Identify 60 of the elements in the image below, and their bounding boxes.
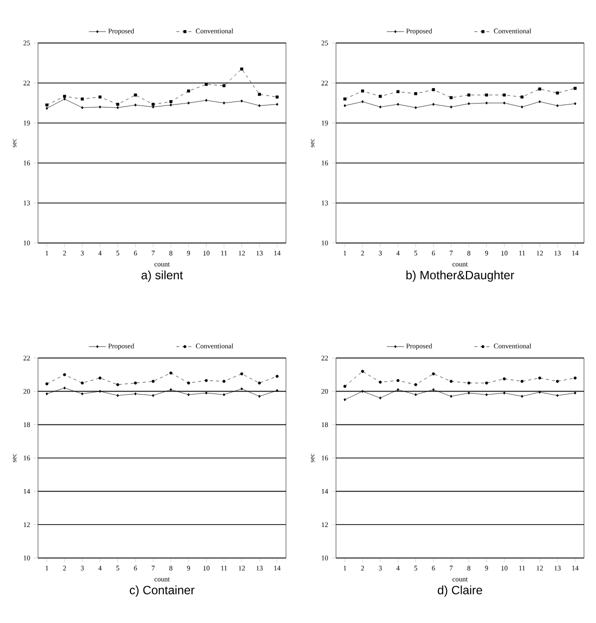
point — [414, 383, 418, 386]
point — [485, 94, 488, 96]
point — [116, 383, 120, 386]
point — [378, 94, 382, 98]
point — [538, 376, 542, 380]
point — [152, 102, 155, 106]
point — [276, 374, 279, 378]
point — [63, 373, 66, 376]
point — [63, 94, 66, 98]
point — [361, 370, 364, 373]
point — [258, 381, 261, 384]
point — [169, 100, 172, 104]
point — [432, 88, 435, 92]
point — [258, 92, 261, 96]
point — [485, 381, 488, 384]
point — [574, 376, 577, 380]
point — [502, 377, 506, 380]
point — [343, 384, 346, 388]
point — [414, 92, 418, 96]
point — [98, 376, 102, 380]
point — [222, 380, 226, 383]
point — [80, 381, 84, 384]
point — [361, 89, 364, 92]
point — [80, 98, 84, 100]
text: c) Container — [130, 586, 194, 597]
point — [520, 96, 524, 98]
point — [467, 381, 470, 384]
point — [538, 87, 542, 90]
point — [187, 381, 190, 384]
point — [343, 98, 346, 100]
point — [467, 94, 470, 96]
point — [520, 380, 524, 383]
point — [396, 379, 400, 382]
point — [45, 104, 48, 106]
point — [134, 94, 137, 96]
point — [169, 371, 172, 374]
point — [432, 372, 435, 376]
point — [222, 84, 226, 88]
point — [187, 89, 190, 92]
point — [240, 67, 244, 70]
text: d) Claire — [438, 586, 482, 597]
point — [556, 380, 559, 383]
point — [574, 86, 577, 90]
point — [98, 96, 102, 98]
point — [240, 372, 244, 376]
point — [502, 94, 506, 96]
point — [450, 380, 453, 383]
point — [378, 380, 382, 384]
point — [152, 380, 155, 383]
point — [276, 96, 279, 98]
point — [396, 90, 400, 94]
point — [204, 82, 208, 86]
point — [116, 102, 120, 106]
point — [204, 379, 208, 382]
text: a) silent — [141, 270, 183, 282]
point — [134, 381, 137, 384]
point — [556, 92, 559, 94]
text: b) Mother&Daughter — [406, 270, 514, 282]
point — [45, 382, 48, 386]
point — [450, 96, 453, 100]
